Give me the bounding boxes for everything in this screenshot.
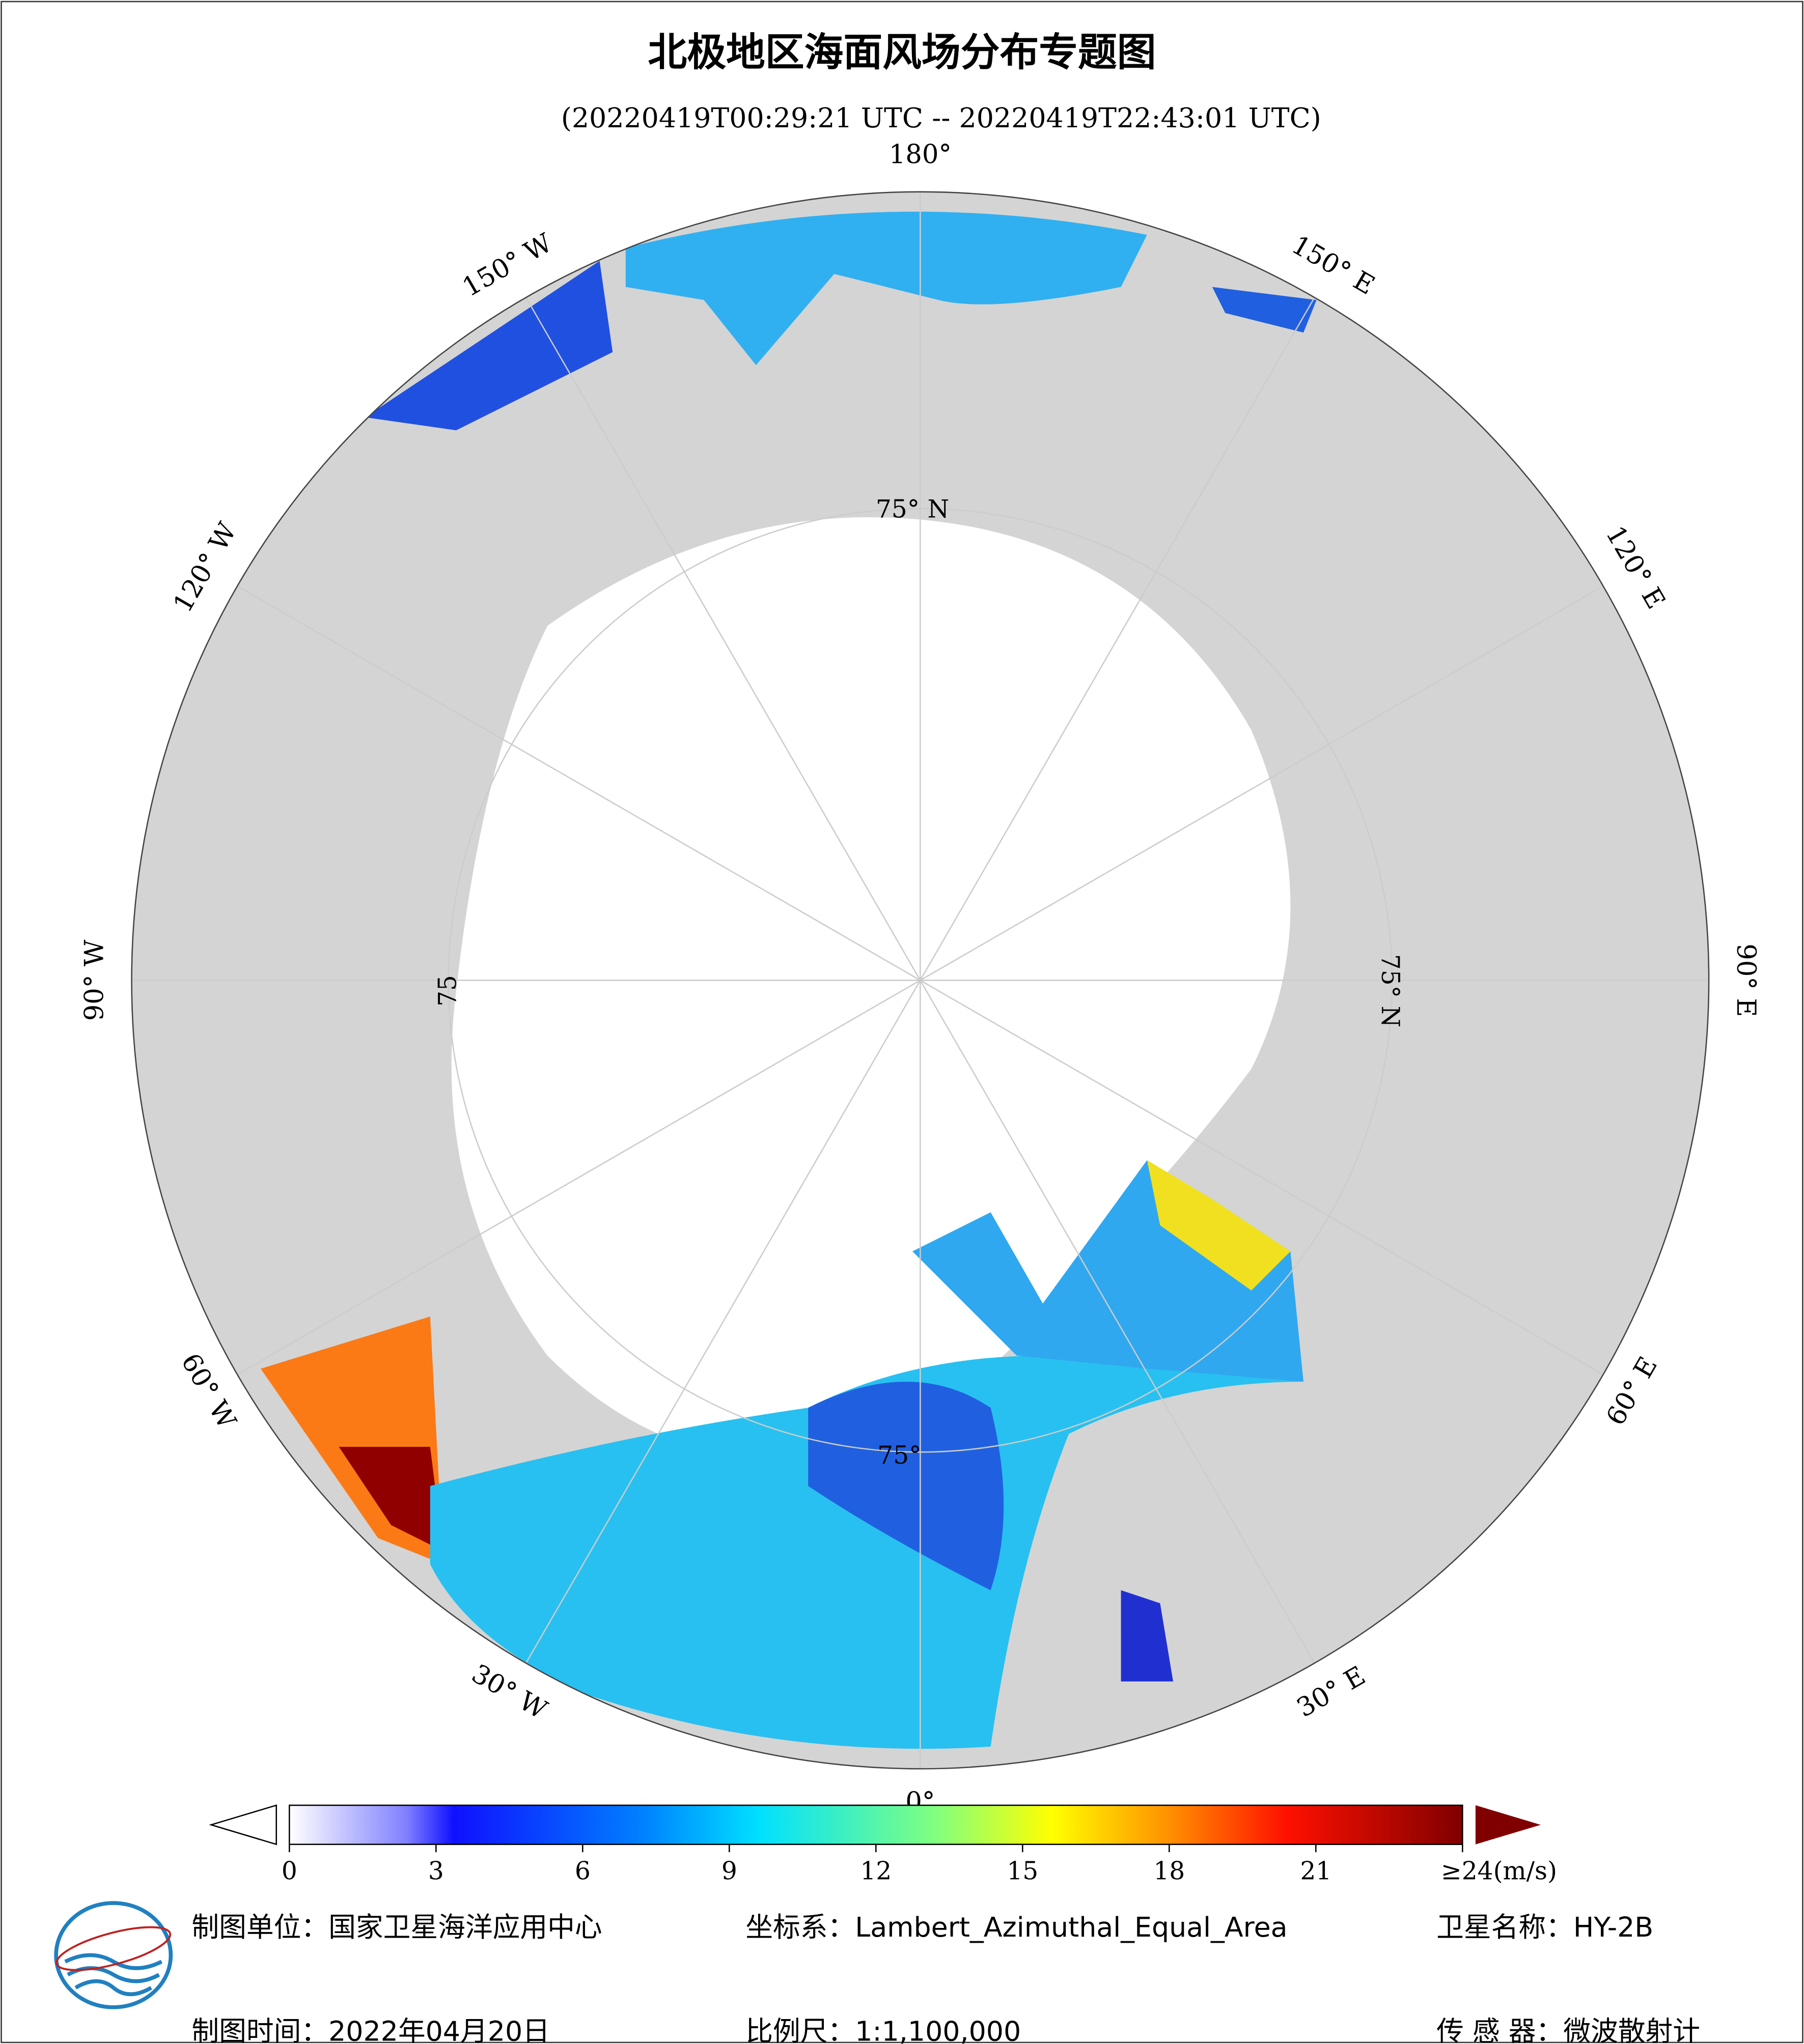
longitude-label: 90° E xyxy=(1731,943,1761,1017)
meridian xyxy=(237,585,921,981)
wind-field xyxy=(808,1382,1004,1590)
ice xyxy=(451,517,1291,1460)
latitude-label: 75 xyxy=(434,975,462,1006)
meridian xyxy=(920,585,1604,981)
meridian xyxy=(525,979,921,1664)
footer-date: 制图时间：2022年04月20日 xyxy=(191,2015,550,2044)
colorbar-max-arrow xyxy=(1475,1805,1541,1844)
map-border xyxy=(131,191,1710,1770)
colorbar-tick-label: 18 xyxy=(1153,1857,1185,1886)
colorbar-min-arrow xyxy=(209,1804,277,1845)
subtitle: (20220419T00:29:21 UTC -- 20220419T22:43… xyxy=(561,102,1321,134)
colorbar-tick-label: 0 xyxy=(282,1857,297,1886)
colorbar-tick-label: 9 xyxy=(721,1857,737,1886)
wind-field xyxy=(1121,1590,1173,1682)
meridian xyxy=(525,297,921,981)
wind-field xyxy=(625,211,1147,366)
meridian xyxy=(920,979,1315,1664)
longitude-label: 180° xyxy=(889,139,952,170)
latitude-label: 75° N xyxy=(1376,954,1404,1027)
colorbar-tick-label: 3 xyxy=(428,1857,444,1886)
colorbar-tick-label: 12 xyxy=(860,1857,892,1886)
meridian xyxy=(920,297,1315,981)
footer-satellite: 卫星名称：HY-2B xyxy=(1436,1911,1653,1943)
wind-field xyxy=(1147,1160,1291,1291)
title: 北极地区海面风场分布专题图 xyxy=(648,30,1156,75)
logo xyxy=(54,1901,173,2009)
wind-field xyxy=(365,261,613,431)
colorbar-tick-label: 21 xyxy=(1300,1857,1331,1886)
footer-sensor: 传 感 器：微波散射计 xyxy=(1436,2015,1700,2044)
footer-crs: 坐标系：Lambert_Azimuthal_Equal_Area xyxy=(745,1911,1287,1943)
colorbar-tick-label: 15 xyxy=(1007,1857,1038,1886)
meridian xyxy=(920,979,1604,1376)
map xyxy=(131,191,1709,1769)
longitude-label: 90° W xyxy=(79,939,109,1021)
wind-field xyxy=(339,1447,443,1551)
latitude-label: 75° xyxy=(877,1441,921,1470)
colorbar-tick-label: ≥24(m/s) xyxy=(1441,1857,1557,1886)
colorbar-tick-label: 6 xyxy=(575,1857,591,1886)
meridian xyxy=(237,979,921,1376)
colorbar xyxy=(289,1804,1463,1845)
wind-field xyxy=(430,1303,1303,1749)
footer-unit: 制图单位：国家卫星海洋应用中心 xyxy=(191,1911,602,1943)
latitude-label: 75° N xyxy=(876,495,949,523)
wind-field xyxy=(1212,287,1317,333)
footer-scale: 比例尺：1:1,100,000 xyxy=(745,2015,1021,2044)
